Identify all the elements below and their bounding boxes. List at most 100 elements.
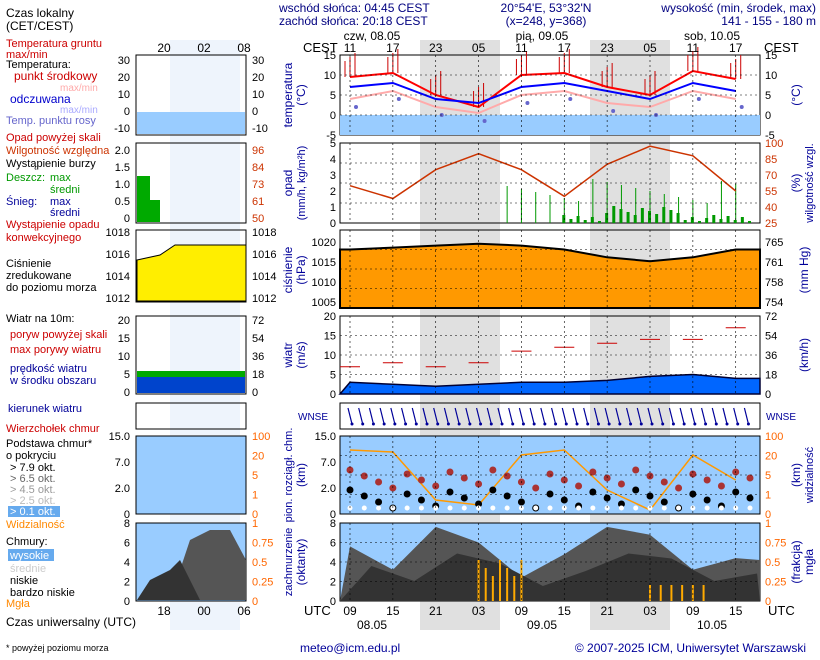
title-pressure: ciśnienie bbox=[281, 246, 295, 293]
wind-arrow bbox=[550, 407, 557, 425]
axis-tick-right: 0 bbox=[765, 389, 771, 401]
legend-tick-vis: 5 bbox=[252, 470, 258, 482]
cloud-low-dot bbox=[576, 505, 582, 511]
legend-very-low: bardzo niskie bbox=[10, 587, 75, 599]
title-temp: temperatura bbox=[281, 62, 295, 127]
wind-arrow-head bbox=[725, 422, 729, 426]
coords-text: 20°54'E, 53°32'N bbox=[501, 1, 592, 15]
cest-label-left: CEST bbox=[303, 40, 338, 55]
wind-arrow bbox=[561, 407, 567, 425]
legend-tick-temp: 20 bbox=[118, 72, 130, 84]
cloud-low-dot bbox=[704, 505, 710, 511]
grid-text: (x=248, y=368) bbox=[506, 14, 587, 28]
cloud-low-dot bbox=[447, 505, 453, 511]
wind-arrow-head bbox=[532, 422, 536, 426]
cloud-base-dot bbox=[475, 500, 483, 508]
legend-visibility: Widzialność bbox=[6, 519, 65, 531]
fog-bar bbox=[520, 560, 523, 601]
cloud-top-dot bbox=[660, 478, 668, 486]
legend-tick-fog: 0 bbox=[252, 596, 258, 608]
local-hour-20: 20 bbox=[157, 41, 171, 55]
legend-tick-temp-r: 10 bbox=[252, 89, 264, 101]
wind-arrow bbox=[615, 407, 621, 425]
fog-bar bbox=[491, 576, 494, 601]
wind-arrow bbox=[540, 407, 546, 425]
wind-arrow bbox=[743, 407, 750, 425]
legend-okt-3: > 4.5 okt. bbox=[10, 484, 56, 496]
wind-arrow-head bbox=[650, 422, 654, 426]
legend-perceived: odczuwana bbox=[10, 92, 71, 106]
legend-tick-temp: -10 bbox=[114, 123, 130, 135]
temp-mid-line bbox=[349, 81, 736, 105]
legend-tick-precip: 2.0 bbox=[115, 145, 130, 157]
rain-bar bbox=[740, 217, 744, 223]
legend-tick-wind: 15 bbox=[118, 333, 130, 345]
fog-bar bbox=[659, 585, 662, 601]
axis-tick-left: 4 bbox=[330, 557, 336, 569]
legend-time-local: Czas lokalny bbox=[6, 6, 74, 20]
wind-arrow-head bbox=[586, 422, 590, 426]
hour-label-bottom: 21 bbox=[600, 604, 614, 618]
axis-tick-left: 2 bbox=[330, 577, 336, 589]
rain-bar bbox=[712, 215, 716, 223]
legend-middle: średnie bbox=[10, 563, 46, 575]
legend-utc-label: Czas uniwersalny (UTC) bbox=[6, 615, 136, 629]
hour-label-bottom: 09 bbox=[686, 604, 700, 618]
hour-label-bottom: 15 bbox=[386, 604, 400, 618]
legend-tick-temp-r: 20 bbox=[252, 72, 264, 84]
wind-arrow-head bbox=[436, 422, 440, 426]
legend-tick-humidity: 50 bbox=[252, 213, 264, 225]
axis-tick-left: 1020 bbox=[312, 237, 336, 249]
legend-rain-mean: średni bbox=[50, 184, 80, 196]
legend-convective2: konwekcyjnego bbox=[6, 232, 81, 244]
hour-label-top: 05 bbox=[643, 41, 657, 55]
legend-okt-2: > 6.5 okt. bbox=[10, 473, 56, 485]
legend-tick-oct: 8 bbox=[124, 518, 130, 530]
legend-tick-pressure: 1014 bbox=[106, 271, 130, 283]
wind-arrow bbox=[465, 407, 471, 425]
legend-tick-precip: 1.0 bbox=[115, 179, 130, 191]
axis-tick-left: 10 bbox=[324, 70, 336, 82]
legend-tick-oct: 0 bbox=[124, 596, 130, 608]
cloud-base-dot bbox=[746, 494, 754, 502]
wind-arrow bbox=[679, 407, 685, 425]
title-winddir-left: WNSE bbox=[298, 412, 328, 423]
legend-precip-over: Opad powyżej skali bbox=[6, 132, 101, 144]
title-cloud: pion. rozciągł. chm. bbox=[283, 428, 295, 523]
wind-speed-area bbox=[338, 373, 761, 395]
legend-snow-max: max bbox=[50, 196, 71, 208]
cloud-base-dot bbox=[689, 490, 697, 498]
rain-bar bbox=[726, 216, 730, 223]
day-label-3: sob, 10.05 bbox=[684, 29, 740, 43]
temp-below-zero bbox=[340, 115, 760, 135]
date-bottom-3: 10.05 bbox=[697, 618, 727, 632]
fog-bar bbox=[506, 568, 509, 601]
axis-tick-right: 15 bbox=[765, 50, 777, 62]
cloud-low-dot bbox=[618, 505, 624, 511]
axis-tick-right: 25 bbox=[765, 218, 777, 230]
legend-tick-pressure-r: 1016 bbox=[252, 249, 276, 261]
hour-label-bottom: 09 bbox=[515, 604, 529, 618]
hour-label-bottom: 03 bbox=[643, 604, 657, 618]
temp-max-line bbox=[349, 69, 736, 109]
wind-arrow-head bbox=[629, 422, 633, 426]
legend-wind-speed1: prędkość wiatru bbox=[10, 363, 87, 375]
cover-layer bbox=[340, 526, 760, 601]
legend-tick-fog: 0.5 bbox=[252, 557, 267, 569]
cloud-top-dot bbox=[717, 482, 725, 490]
legend-tick-temp-r: -10 bbox=[252, 123, 268, 135]
cloud-top-dot bbox=[617, 480, 625, 488]
wind-arrow bbox=[690, 407, 696, 425]
dew-point-dot bbox=[396, 97, 401, 101]
footer-email[interactable]: meteo@icm.edu.pl bbox=[300, 641, 400, 655]
rain-bar bbox=[698, 221, 701, 223]
dew-point-dot bbox=[482, 119, 487, 123]
title-fog-unit: (frakcja) bbox=[789, 540, 803, 583]
date-bottom-2: 09.05 bbox=[527, 618, 557, 632]
legend-tick-precip: 1.5 bbox=[115, 162, 130, 174]
title-wind: wiatr bbox=[281, 342, 295, 368]
pressure-area bbox=[339, 242, 761, 309]
wind-arrow bbox=[529, 407, 535, 425]
title-cloud-unit: (km) bbox=[294, 463, 308, 487]
wind-arrow-head bbox=[671, 422, 675, 426]
